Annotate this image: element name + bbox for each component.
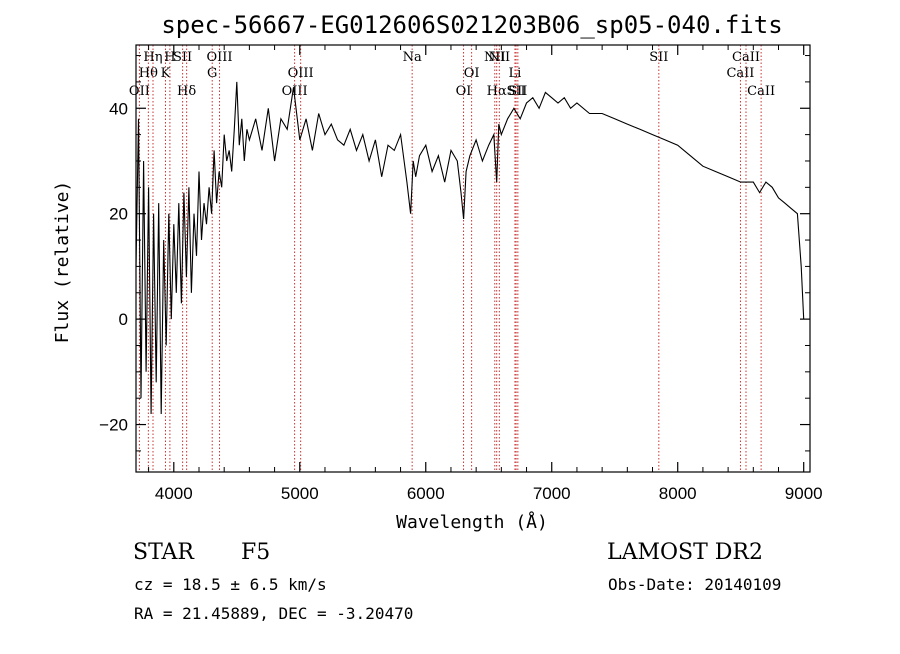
- x-axis-label: Wavelength (Å): [396, 511, 548, 533]
- y-tick-label: 20: [109, 205, 128, 224]
- observation-date: Obs-Date: 20140109: [608, 575, 781, 594]
- spectral-line-label: Na: [403, 50, 422, 65]
- survey-name: LAMOST DR2: [607, 540, 763, 565]
- spectral-line-label: CaII: [726, 66, 754, 81]
- spectral-line-label: K: [161, 66, 171, 81]
- spectral-line-label: SII: [649, 50, 668, 65]
- x-tick-label: 4000: [155, 484, 193, 503]
- object-class: STAR: [133, 540, 195, 565]
- spectral-line-label: NII: [484, 50, 506, 65]
- spectral-line-markers: OIIHθHηKHSIIHδGOIIIOIIIOIIINaOIOINIIHαNI…: [129, 45, 775, 472]
- y-tick-label: 40: [109, 99, 128, 118]
- spectral-line-label: CaII: [747, 84, 775, 99]
- axis-ticks: 4000 5000 6000 7000 8000 9000 −20 0 20 40: [99, 45, 823, 503]
- y-axis-label: Flux (relative): [52, 181, 73, 344]
- spectral-line-label: SII: [508, 84, 527, 99]
- x-tick-label: 9000: [785, 484, 823, 503]
- spectral-line-label: Hδ: [177, 84, 196, 99]
- spectral-line-label: G: [207, 66, 217, 81]
- spectral-line-label: OI: [464, 66, 480, 81]
- spectral-line-label: OIII: [288, 66, 314, 81]
- spectral-line-label: OII: [129, 84, 150, 99]
- redshift-readout: cz = 18.5 ± 6.5 km/s: [134, 575, 327, 594]
- x-tick-label: 7000: [533, 484, 571, 503]
- y-tick-label: 0: [119, 310, 128, 329]
- spectral-line-label: CaII: [732, 50, 760, 65]
- spectral-line-label: Li: [509, 66, 522, 81]
- spectral-line-label: OIII: [206, 50, 232, 65]
- x-tick-label: 5000: [281, 484, 319, 503]
- spectral-line-label: Hα: [487, 84, 507, 99]
- spectral-line-label: OI: [456, 84, 472, 99]
- x-tick-label: 6000: [407, 484, 445, 503]
- y-tick-label: −20: [99, 416, 128, 435]
- spectral-line-label: Hθ: [139, 66, 158, 81]
- object-subclass: F5: [241, 540, 270, 565]
- spectral-line-label: H: [164, 50, 175, 65]
- coordinates-readout: RA = 21.45889, DEC = -3.20470: [134, 604, 413, 623]
- chart-title: spec-56667-EG012606S021203B06_sp05-040.f…: [161, 11, 782, 39]
- spectral-line-label: NII: [489, 50, 511, 65]
- spectral-line-label: Hη: [143, 50, 162, 65]
- spectrum-series-line: [135, 81, 805, 415]
- spectral-line-label: SII: [173, 50, 192, 65]
- plot-frame: [135, 44, 811, 473]
- x-tick-label: 8000: [659, 484, 697, 503]
- spectral-line-label: SII: [506, 84, 525, 99]
